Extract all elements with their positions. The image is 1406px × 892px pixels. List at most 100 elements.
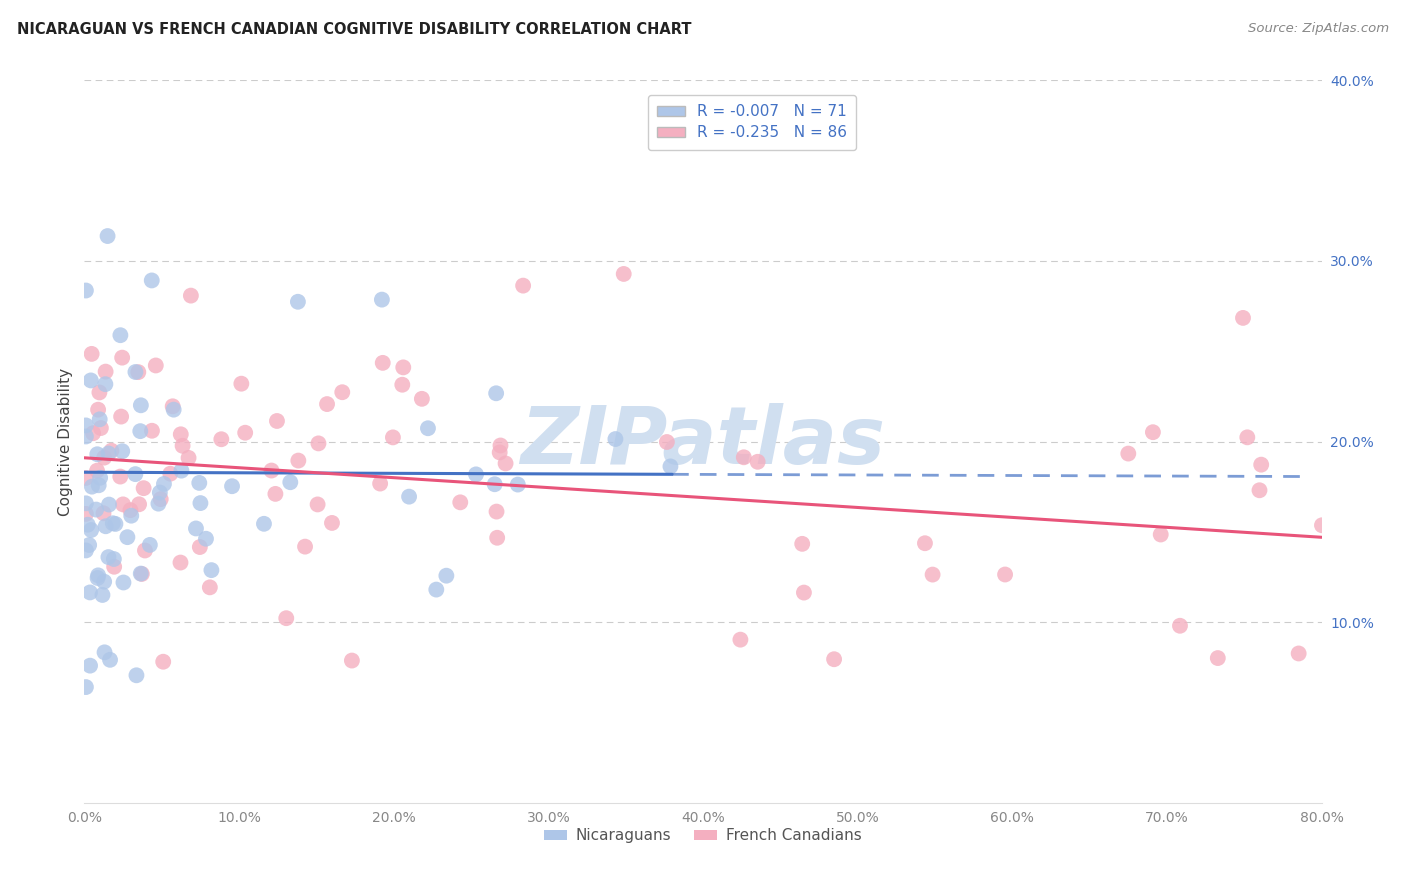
Point <box>512 278 534 293</box>
Point <box>100 443 122 458</box>
Point <box>184 521 207 535</box>
Point <box>1150 527 1173 541</box>
Point <box>190 496 212 510</box>
Point <box>276 611 298 625</box>
Point <box>392 360 415 375</box>
Point <box>1249 483 1271 498</box>
Point <box>221 479 243 493</box>
Point <box>733 450 755 465</box>
Point <box>266 414 288 428</box>
Point <box>129 424 152 438</box>
Point <box>89 385 111 400</box>
Point <box>330 385 353 400</box>
Point <box>177 450 200 465</box>
Point <box>730 632 752 647</box>
Point <box>398 490 420 504</box>
Point <box>823 652 845 666</box>
Point <box>1310 518 1333 533</box>
Point <box>90 421 112 435</box>
Y-axis label: Cognitive Disability: Cognitive Disability <box>58 368 73 516</box>
Point <box>994 567 1017 582</box>
Point <box>495 457 517 471</box>
Point <box>75 471 97 485</box>
Point <box>86 571 108 585</box>
Point <box>1116 446 1139 460</box>
Point <box>103 552 125 566</box>
Point <box>80 480 103 494</box>
Point <box>75 429 97 443</box>
Point <box>198 580 221 594</box>
Point <box>159 467 181 481</box>
Point <box>162 399 184 413</box>
Point <box>75 680 97 694</box>
Point <box>129 398 152 412</box>
Point <box>188 540 211 554</box>
Point <box>120 508 142 523</box>
Point <box>200 563 222 577</box>
Point <box>110 328 132 343</box>
Point <box>170 464 193 478</box>
Point <box>97 446 120 460</box>
Point <box>1288 647 1310 661</box>
Point <box>93 450 115 465</box>
Point <box>124 365 146 379</box>
Point <box>87 478 110 492</box>
Point <box>434 568 457 582</box>
Point <box>75 496 97 510</box>
Point <box>101 516 124 531</box>
Point <box>120 503 142 517</box>
Point <box>103 559 125 574</box>
Point <box>371 293 394 307</box>
Point <box>416 421 439 435</box>
Point <box>139 538 162 552</box>
Point <box>340 654 363 668</box>
Text: ZIPatlas: ZIPatlas <box>520 402 886 481</box>
Point <box>117 530 139 544</box>
Legend: Nicaraguans, French Canadians: Nicaraguans, French Canadians <box>537 822 869 849</box>
Point <box>1236 430 1258 444</box>
Point <box>485 505 508 519</box>
Point <box>79 585 101 599</box>
Point <box>149 485 172 500</box>
Point <box>659 459 682 474</box>
Point <box>87 568 110 582</box>
Point <box>153 477 176 491</box>
Point <box>93 645 115 659</box>
Point <box>253 516 276 531</box>
Point <box>188 475 211 490</box>
Point <box>80 373 103 387</box>
Point <box>264 487 287 501</box>
Point <box>381 430 404 444</box>
Point <box>132 481 155 495</box>
Point <box>89 471 111 485</box>
Point <box>449 495 471 509</box>
Point <box>129 566 152 581</box>
Point <box>793 585 815 599</box>
Point <box>655 435 678 450</box>
Point <box>134 543 156 558</box>
Point <box>1142 425 1164 440</box>
Point <box>75 507 97 521</box>
Point <box>86 464 108 478</box>
Point <box>110 469 132 483</box>
Point <box>1206 651 1229 665</box>
Point <box>94 365 117 379</box>
Point <box>75 543 97 558</box>
Point <box>77 538 100 552</box>
Point <box>128 497 150 511</box>
Point <box>97 229 120 244</box>
Point <box>131 566 153 581</box>
Point <box>75 418 97 433</box>
Point <box>914 536 936 550</box>
Point <box>613 267 636 281</box>
Point <box>488 445 510 459</box>
Point <box>747 455 769 469</box>
Point <box>287 453 309 467</box>
Point <box>792 537 814 551</box>
Point <box>484 477 506 491</box>
Point <box>76 517 98 532</box>
Point <box>98 653 121 667</box>
Point <box>80 347 103 361</box>
Point <box>80 523 103 537</box>
Point <box>368 476 391 491</box>
